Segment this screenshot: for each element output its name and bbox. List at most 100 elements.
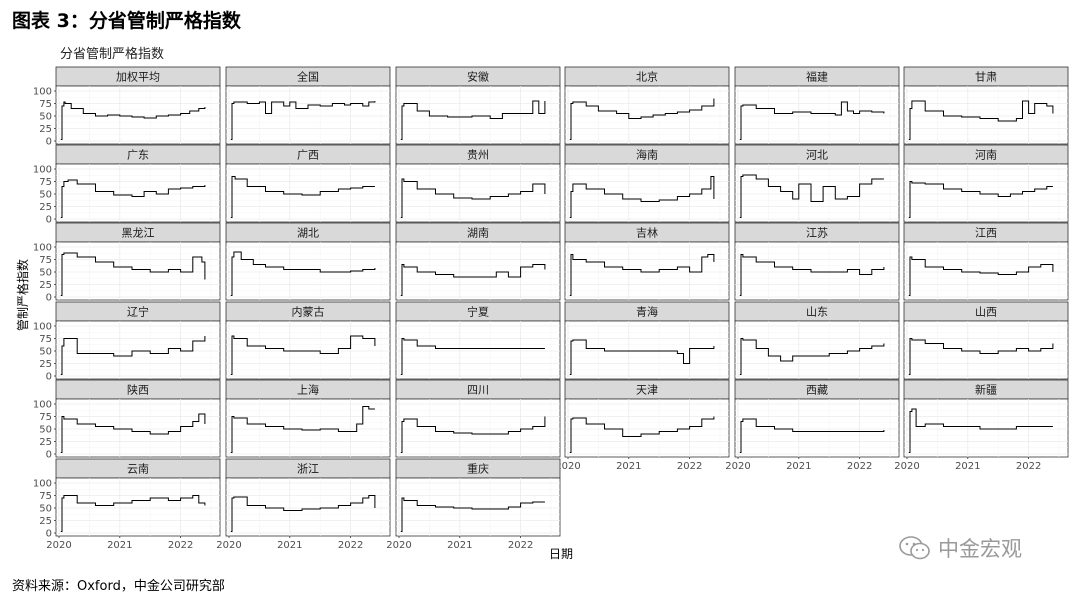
panel-strip-label: 河南 [975,149,997,162]
x-tick-label: 2021 [786,461,811,472]
series-line [569,98,715,140]
x-tick-label: 2021 [447,540,472,551]
y-tick-label: 75 [39,334,52,345]
panel-plot-area [225,85,391,145]
panel-plot-area [564,85,730,145]
y-tick-label: 25 [39,124,52,135]
panel-plot-area [225,320,391,380]
y-tick-label: 100 [33,165,52,176]
panel-24: 山西 [903,301,1069,380]
panel-strip-label: 青海 [636,305,658,319]
series-line [60,252,206,296]
series-line [908,256,1054,296]
y-tick-label: 0 [46,529,52,540]
panel-plot-area [395,477,561,537]
x-axis-title: 日期 [549,547,573,561]
series-line [569,176,715,218]
series-line [60,179,206,218]
series-line [569,339,715,375]
series-line [908,100,1054,140]
y-tick-label: 25 [39,437,52,448]
x-tick-label: 2021 [955,461,980,472]
panel-plot-area [395,398,561,458]
panel-strip-label: 云南 [127,463,149,476]
panel-plot-area [903,85,1069,145]
panel-plot-area [395,163,561,223]
panel-plot-area [395,85,561,145]
panel-plot-area [734,85,900,145]
series-line [739,418,885,453]
panel-strip-label: 内蒙古 [292,305,325,319]
series-line [400,497,545,532]
panel-23: 山东 [734,301,900,380]
watermark-text: 中金宏观 [938,537,1022,561]
x-tick-label: 2021 [107,540,132,551]
y-tick-label: 75 [39,491,52,502]
panel-plot-area [734,241,900,301]
x-tick-label: 2022 [338,540,363,551]
y-tick-label: 25 [39,516,52,527]
panel-strip-label: 海南 [636,148,658,162]
panel-12: 河南 [903,144,1069,223]
panel-plot-area [55,398,221,458]
panel-strip-label: 浙江 [297,463,319,476]
x-tick-label: 2021 [616,461,641,472]
panel-strip-label: 江苏 [806,227,828,240]
series-line [230,176,375,218]
panel-strip-label: 四川 [467,384,489,397]
y-axis-title: 管制严格指数 [15,259,30,331]
chart-title: 分省管制严格指数 [60,47,165,62]
panel-plot-area [225,241,391,301]
x-tick-label: 2022 [847,461,872,472]
panel-plot-area [55,477,221,537]
series-line [739,101,885,140]
panel-9: 贵州 [395,144,561,223]
y-tick-label: 100 [33,322,52,333]
y-tick-label: 100 [33,243,52,254]
x-tick-label: 2022 [508,540,533,551]
series-line [60,101,206,140]
series-line [400,100,546,140]
series-line [400,416,546,453]
figure-title: 图表 3：分省管制严格指数 [12,10,241,32]
series-line [739,254,885,296]
y-tick-label: 50 [39,347,52,358]
panel-strip-label: 黑龙江 [122,227,155,240]
panel-32: 浙江 2020 2021 2022 [216,458,391,551]
panel-5: 福建 [734,66,900,145]
panel-27: 四川 [395,379,561,458]
panel-plot-area [564,241,730,301]
panel-2: 全国 [225,66,391,145]
y-tick-label: 75 [39,177,52,188]
series-line [908,181,1053,218]
panel-plot-area [734,320,900,380]
panel-16: 吉林 [564,222,730,301]
panel-strip-label: 加权平均 [116,71,160,84]
panel-plot-area [55,241,221,301]
y-tick-label: 0 [46,137,52,148]
panel-strip-label: 江西 [975,227,997,240]
panel-3: 安徽 [395,66,561,145]
x-tick-label: 2020 [555,461,580,472]
panel-11: 河北 [734,144,900,223]
x-tick-label: 2021 [277,540,302,551]
x-tick-label: 2022 [168,540,193,551]
x-tick-label: 2020 [216,540,241,551]
panel-plot-area [734,163,900,223]
y-tick-label: 50 [39,112,52,123]
y-tick-label: 100 [33,400,52,411]
y-tick-label: 0 [46,293,52,304]
panel-strip-label: 湖北 [297,227,319,240]
series-line [230,335,376,375]
panel-plot-area [564,163,730,223]
panel-20: 内蒙古 [225,301,391,380]
y-tick-label: 0 [46,450,52,461]
series-line [230,251,376,296]
series-line [908,338,1054,375]
panel-10: 海南 [564,144,730,223]
